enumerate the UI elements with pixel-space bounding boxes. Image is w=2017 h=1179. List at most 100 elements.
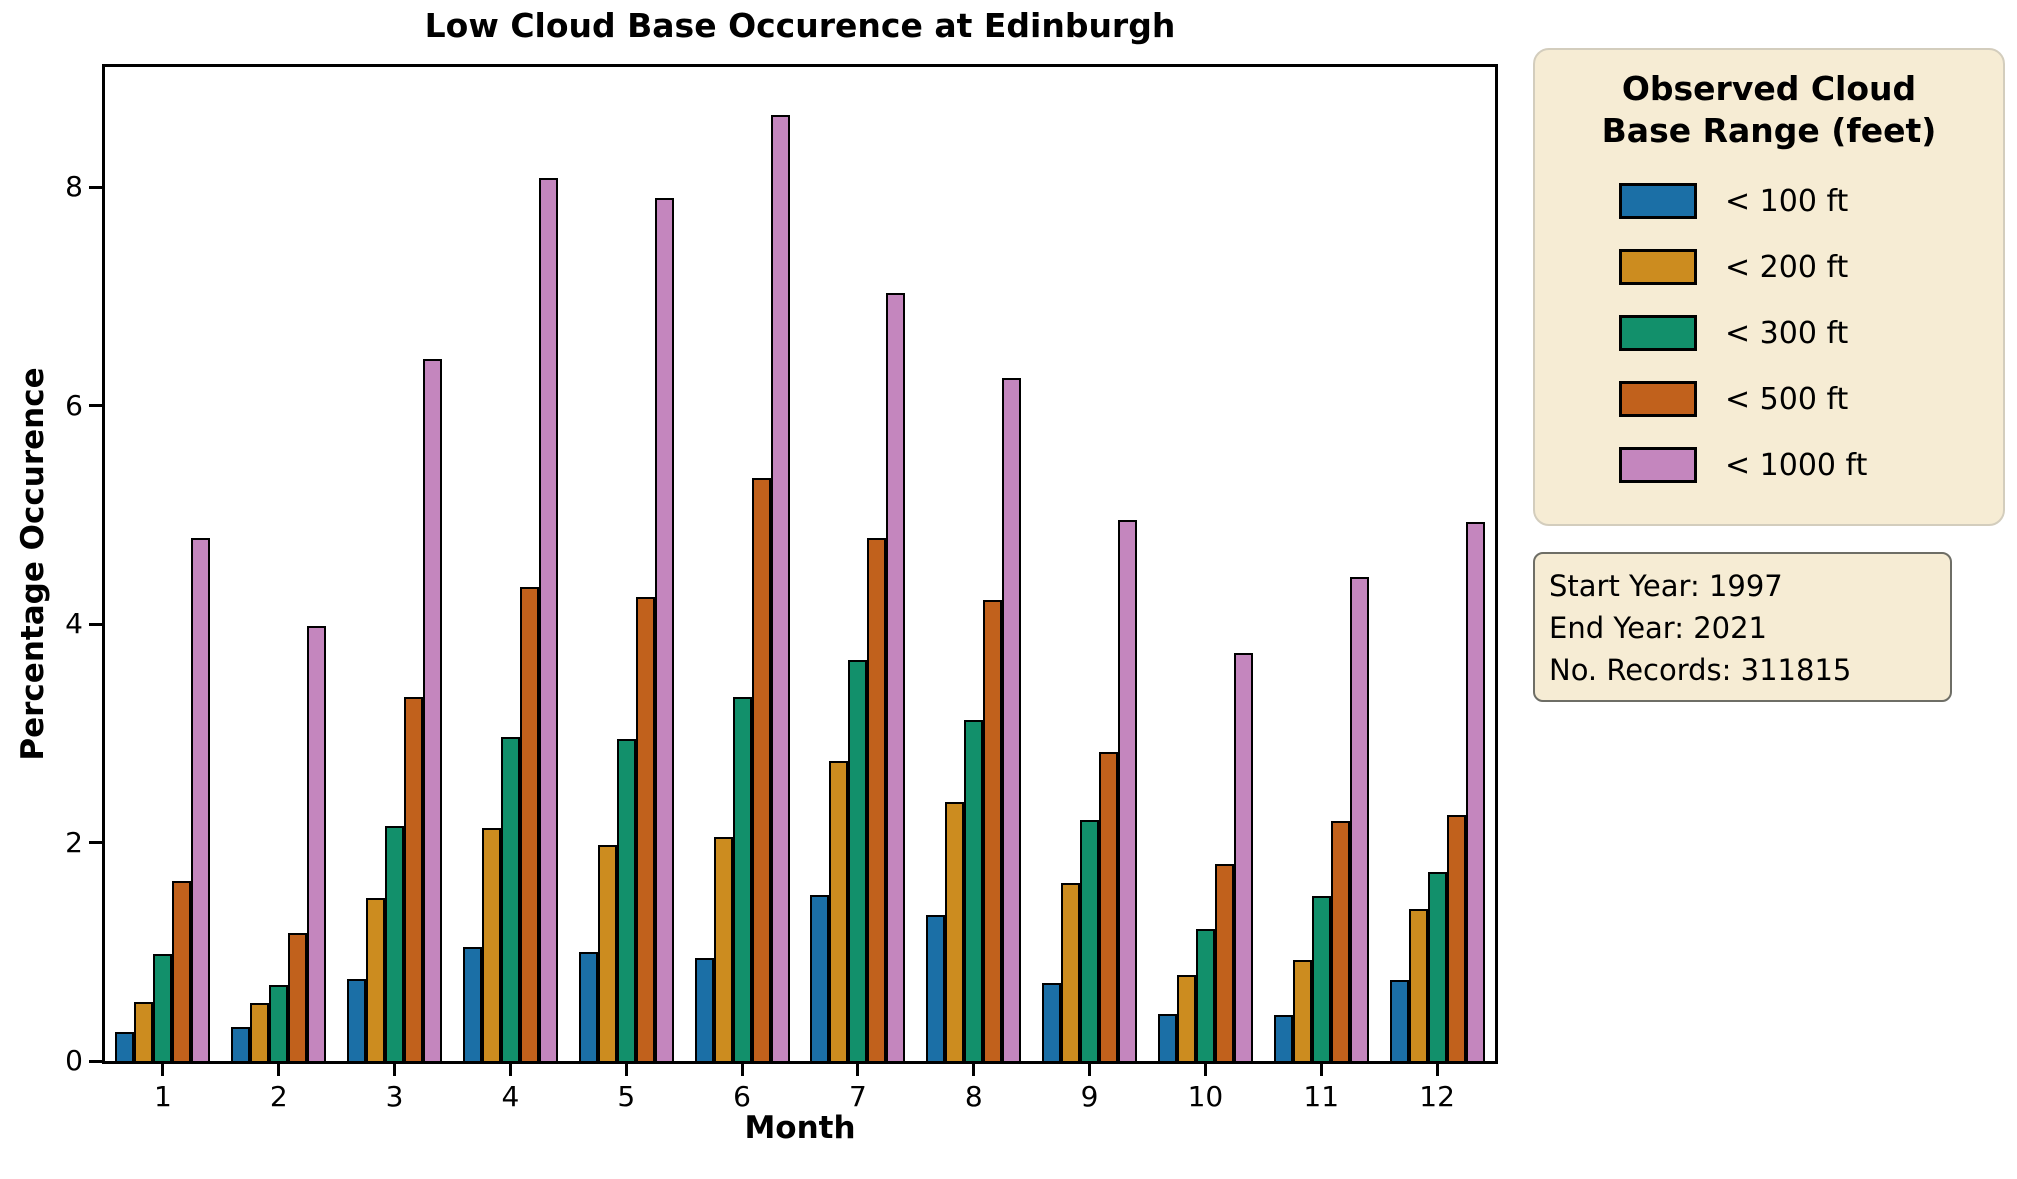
- x-tick-label: 5: [617, 1080, 636, 1113]
- bar-month5-100ft: [578, 952, 598, 1061]
- x-tick-label: 6: [733, 1080, 751, 1113]
- bar-month3-100ft: [347, 979, 367, 1061]
- x-tick-label: 2: [269, 1080, 288, 1113]
- info-start-year: Start Year: 1997: [1549, 569, 1783, 603]
- bar-month7-100ft: [810, 895, 830, 1061]
- bar-month11-500ft: [1330, 821, 1350, 1061]
- bar-month1-1000ft: [191, 538, 211, 1061]
- y-tick-mark: [89, 404, 103, 407]
- bar-month9-100ft: [1042, 983, 1062, 1061]
- legend-swatch-lt1000-icon: [1619, 447, 1697, 483]
- legend-row: < 100 ft: [1535, 168, 2003, 234]
- bar-month7-300ft: [848, 660, 868, 1061]
- bar-month10-500ft: [1214, 864, 1234, 1061]
- legend-swatch-lt300-icon: [1619, 315, 1697, 351]
- legend-label: < 1000 ft: [1725, 447, 1868, 483]
- bar-month4-200ft: [481, 828, 501, 1061]
- bar-month4-500ft: [519, 587, 539, 1061]
- legend-title-line1: Observed Cloud: [1621, 69, 1917, 108]
- plot-area: [102, 64, 1498, 1064]
- bar-month9-200ft: [1061, 883, 1081, 1061]
- x-tick-mark: [393, 1063, 397, 1076]
- legend-row: < 300 ft: [1535, 300, 2003, 366]
- legend: Observed Cloud Base Range (feet) < 100 f…: [1533, 48, 2005, 526]
- y-tick-label: 8: [65, 170, 83, 203]
- bar-month12-300ft: [1427, 872, 1447, 1061]
- x-tick-mark: [1435, 1063, 1439, 1076]
- y-tick-label: 4: [65, 607, 83, 640]
- bar-month2-300ft: [269, 985, 289, 1061]
- x-tick-mark: [1203, 1063, 1207, 1076]
- bar-month1-500ft: [172, 881, 192, 1061]
- bar-month4-100ft: [462, 947, 482, 1061]
- bar-month11-1000ft: [1349, 577, 1369, 1061]
- legend-row: < 500 ft: [1535, 366, 2003, 432]
- chart-title: Low Cloud Base Occurence at Edinburgh: [424, 6, 1176, 45]
- bar-month5-200ft: [597, 845, 617, 1061]
- bar-month9-300ft: [1080, 820, 1100, 1061]
- bar-month10-300ft: [1195, 929, 1215, 1061]
- bar-month3-1000ft: [423, 359, 443, 1061]
- bar-month4-300ft: [500, 737, 520, 1061]
- y-axis-label: Percentage Occurence: [15, 367, 51, 761]
- bar-month6-200ft: [713, 837, 733, 1061]
- bar-month5-300ft: [616, 739, 636, 1061]
- legend-label: < 100 ft: [1725, 183, 1849, 219]
- x-tick-mark: [856, 1063, 860, 1076]
- bar-month2-200ft: [250, 1003, 270, 1061]
- x-tick-label: 12: [1419, 1080, 1455, 1113]
- bar-month3-200ft: [366, 898, 386, 1061]
- bar-month2-1000ft: [307, 626, 327, 1061]
- x-tick-label: 1: [153, 1080, 172, 1113]
- y-tick-mark: [89, 622, 103, 626]
- bar-month6-100ft: [694, 958, 714, 1061]
- bar-month5-1000ft: [654, 198, 674, 1061]
- info-num-records: No. Records: 311815: [1549, 653, 1852, 687]
- bar-month7-500ft: [867, 538, 887, 1061]
- bar-month10-200ft: [1176, 975, 1196, 1061]
- legend-swatch-lt100-icon: [1619, 183, 1697, 219]
- bar-month8-300ft: [964, 720, 984, 1061]
- bar-month4-1000ft: [538, 178, 558, 1061]
- bar-month10-1000ft: [1233, 653, 1253, 1061]
- bar-month8-1000ft: [1002, 378, 1022, 1061]
- bar-month7-200ft: [829, 761, 849, 1061]
- info-box: Start Year: 1997 End Year: 2021 No. Reco…: [1533, 552, 1952, 702]
- bar-month12-200ft: [1408, 909, 1428, 1061]
- bar-month8-200ft: [945, 802, 965, 1061]
- legend-title-line2: Base Range (feet): [1601, 111, 1937, 150]
- x-tick-mark: [508, 1063, 512, 1076]
- x-tick-mark: [972, 1063, 976, 1076]
- legend-row: < 1000 ft: [1535, 432, 2003, 498]
- x-axis-label: Month: [744, 1110, 856, 1146]
- bar-month6-300ft: [732, 697, 752, 1061]
- bar-month1-200ft: [134, 1002, 154, 1061]
- legend-title: Observed Cloud Base Range (feet): [1535, 68, 2003, 152]
- x-tick-label: 8: [964, 1080, 983, 1113]
- bar-month5-500ft: [635, 597, 655, 1061]
- bar-month11-200ft: [1292, 960, 1312, 1061]
- x-tick-label: 7: [848, 1080, 867, 1113]
- y-tick-label: 2: [65, 825, 83, 859]
- bar-month12-1000ft: [1465, 522, 1485, 1061]
- x-tick-label: 4: [501, 1080, 520, 1113]
- bar-month11-300ft: [1311, 896, 1331, 1061]
- bar-month10-100ft: [1157, 1014, 1177, 1061]
- bar-month2-100ft: [231, 1027, 251, 1061]
- y-tick-label: 6: [65, 388, 83, 422]
- info-end-year: End Year: 2021: [1549, 611, 1768, 645]
- bar-month6-500ft: [751, 478, 771, 1061]
- bar-month9-500ft: [1099, 752, 1119, 1061]
- bar-month9-1000ft: [1118, 520, 1138, 1061]
- bar-month2-500ft: [288, 933, 308, 1061]
- legend-label: < 200 ft: [1725, 249, 1849, 285]
- x-tick-mark: [1088, 1063, 1092, 1076]
- x-tick-label: 10: [1187, 1080, 1224, 1113]
- bar-month8-100ft: [926, 915, 946, 1061]
- bar-month1-300ft: [153, 954, 173, 1061]
- x-tick-mark: [277, 1063, 281, 1076]
- x-tick-mark: [161, 1063, 165, 1076]
- x-tick-label: 11: [1303, 1080, 1340, 1113]
- bar-month12-100ft: [1389, 980, 1409, 1061]
- x-tick-mark: [624, 1063, 628, 1076]
